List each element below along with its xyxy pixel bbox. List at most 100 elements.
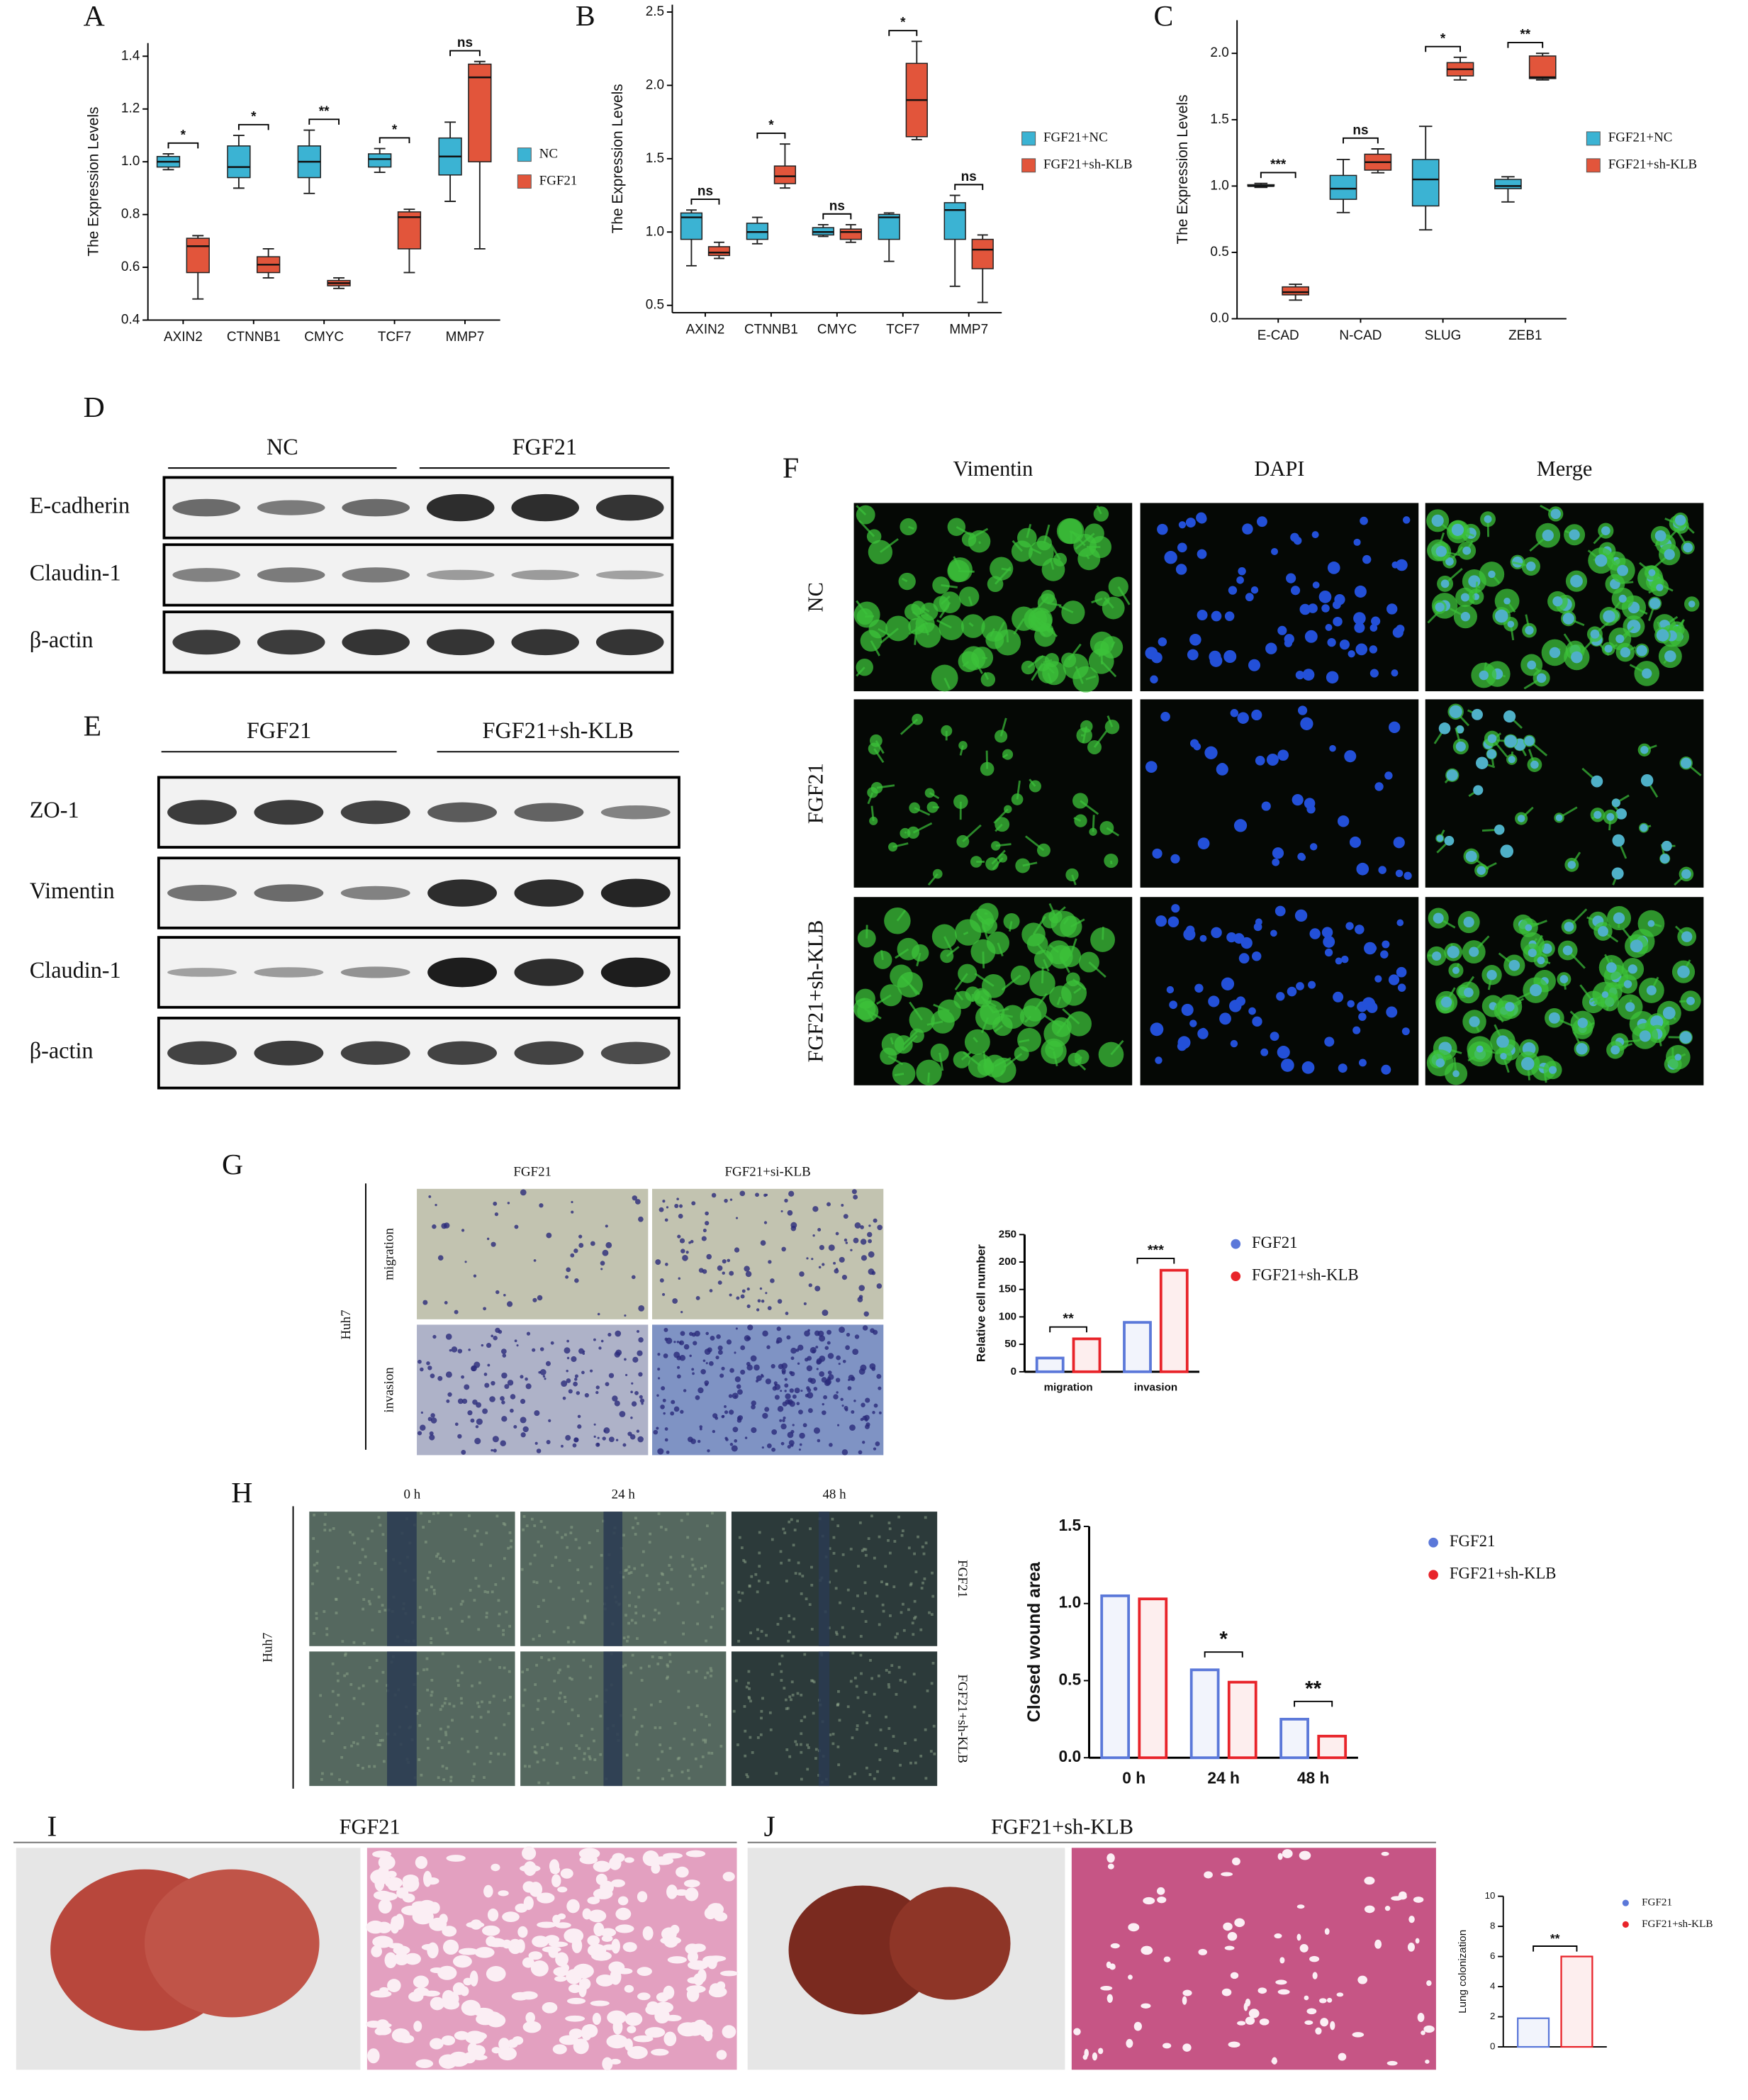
cell-texture xyxy=(362,1607,365,1611)
alveolus xyxy=(498,1890,509,1897)
alveolus xyxy=(1417,2013,1425,2023)
cell-body xyxy=(1036,535,1052,551)
stained-cell xyxy=(719,1373,724,1378)
stained-cell xyxy=(777,1406,784,1412)
stained-cell xyxy=(571,1200,573,1204)
stained-cell xyxy=(746,1304,751,1309)
cell-texture xyxy=(758,1551,761,1555)
cell-process xyxy=(1075,1056,1083,1063)
stained-cell xyxy=(804,1330,810,1337)
nucleus xyxy=(1537,956,1545,965)
stained-cell xyxy=(418,1359,422,1364)
stained-cell xyxy=(786,1335,791,1340)
cell-body xyxy=(931,924,957,949)
nucleus xyxy=(1503,597,1511,605)
cell-texture xyxy=(628,1604,631,1607)
alveolus xyxy=(379,1987,389,1993)
stained-cell xyxy=(659,1278,664,1283)
stained-cell xyxy=(842,1359,846,1363)
cell-texture xyxy=(704,1738,707,1742)
cell-texture xyxy=(472,1775,476,1778)
nucleus xyxy=(1590,629,1600,639)
stained-cell xyxy=(710,1335,715,1341)
nucleus xyxy=(1451,523,1464,536)
cell-texture xyxy=(868,1773,872,1776)
cell-texture xyxy=(430,1690,434,1694)
stained-cell xyxy=(844,1408,848,1412)
legend-swatch xyxy=(1586,131,1601,146)
significance-bracket xyxy=(888,30,918,36)
nucleus xyxy=(1674,515,1686,526)
alveolus xyxy=(502,1911,520,1923)
stained-cell xyxy=(868,1224,871,1227)
significance-label: ns xyxy=(1352,123,1368,138)
alveolus xyxy=(1304,2020,1313,2025)
cell-texture xyxy=(425,1668,429,1671)
stained-cell xyxy=(429,1434,435,1441)
cell-texture xyxy=(648,1665,651,1668)
cell-texture xyxy=(376,1743,380,1747)
cell-process xyxy=(941,595,951,605)
nucleus xyxy=(1486,970,1497,981)
stained-cell xyxy=(486,1237,490,1241)
stained-cell xyxy=(825,1378,831,1385)
cell-texture xyxy=(581,1621,585,1624)
stained-cell xyxy=(445,1334,452,1340)
stained-cell xyxy=(631,1401,637,1407)
cell-texture xyxy=(559,1691,562,1694)
stained-cell xyxy=(692,1372,695,1375)
stained-cell xyxy=(784,1378,788,1381)
legend-swatch xyxy=(1428,1537,1438,1548)
alveolus xyxy=(722,1872,735,1882)
cell-texture xyxy=(810,1583,814,1587)
cell-texture xyxy=(787,1639,790,1643)
cell-texture xyxy=(834,1631,838,1634)
nucleus xyxy=(1187,649,1199,661)
stained-cell xyxy=(839,1327,846,1334)
stained-cell xyxy=(420,1411,423,1414)
cell-texture xyxy=(750,1575,753,1578)
stained-cell xyxy=(757,1299,761,1303)
alveolus xyxy=(1248,2009,1260,2018)
alveolus xyxy=(566,1997,586,2004)
cell-process xyxy=(1012,540,1023,552)
stained-cell xyxy=(683,1344,690,1350)
cell-process xyxy=(954,973,968,990)
nucleus xyxy=(1224,611,1235,621)
stained-cell xyxy=(812,1234,815,1237)
alveolus xyxy=(568,1984,581,1994)
nucleus xyxy=(1170,854,1180,864)
cell-texture xyxy=(316,1550,319,1553)
stained-cell xyxy=(446,1399,450,1403)
cell-texture xyxy=(751,1751,754,1754)
cell-texture xyxy=(642,1588,645,1592)
stained-cell xyxy=(573,1249,578,1253)
box xyxy=(773,165,797,184)
alveolus xyxy=(1221,1988,1232,1996)
nucleus xyxy=(1662,840,1672,851)
cell-texture xyxy=(785,1748,789,1751)
cell-texture xyxy=(447,1741,451,1744)
cell-process xyxy=(890,1037,895,1045)
cell-texture xyxy=(873,1556,876,1560)
nucleus xyxy=(1472,708,1483,720)
cell-texture xyxy=(625,1639,629,1643)
cell-texture xyxy=(437,1740,441,1743)
stained-cell xyxy=(849,1424,856,1431)
cell-texture xyxy=(344,1652,347,1655)
alveolus xyxy=(593,1922,605,1937)
stained-cell xyxy=(615,1330,622,1337)
cell-texture xyxy=(865,1766,868,1770)
alveolus xyxy=(372,1936,393,1948)
image-column-label: 0 h xyxy=(404,1487,421,1502)
stained-cell xyxy=(753,1364,760,1371)
cell-texture xyxy=(527,1765,531,1768)
significance-bracket xyxy=(756,133,786,139)
significance-label: ** xyxy=(1063,1311,1074,1327)
cell-texture xyxy=(349,1683,353,1686)
stained-cell xyxy=(678,1277,681,1280)
cell-texture xyxy=(444,1627,448,1631)
cell-texture xyxy=(895,1749,899,1753)
cell-texture xyxy=(353,1541,356,1545)
alveolus xyxy=(373,1890,392,1900)
